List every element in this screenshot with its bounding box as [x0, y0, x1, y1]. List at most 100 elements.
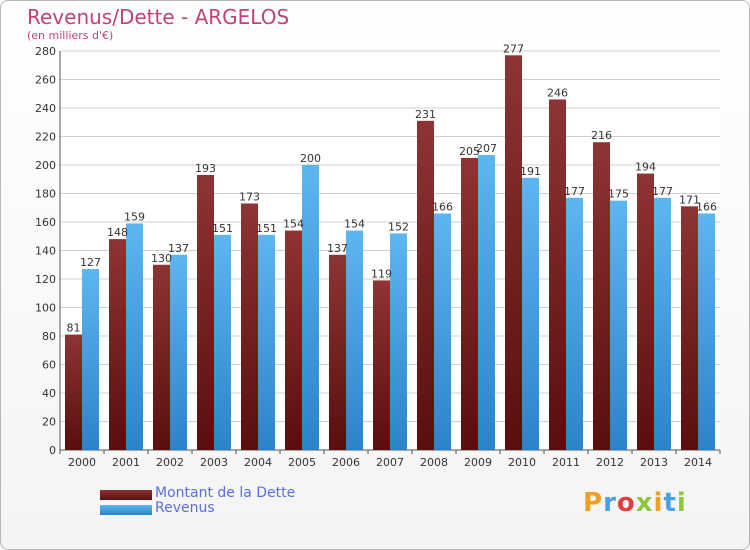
bar-debt [417, 120, 434, 450]
y-tick-label: 220 [35, 131, 56, 144]
x-tick-label: 2007 [376, 456, 404, 469]
data-label: 166 [432, 200, 453, 213]
legend-swatch-revenue [100, 505, 152, 515]
bar-debt [241, 203, 258, 450]
bar-revenue [522, 177, 539, 450]
bar-debt [637, 173, 654, 451]
bar-revenue [258, 234, 275, 450]
data-label: 200 [300, 152, 321, 165]
bar-revenue [610, 200, 627, 450]
y-tick-label: 40 [42, 387, 56, 400]
data-label: 151 [256, 222, 277, 235]
legend-label-debt: Montant de la Dette [155, 485, 296, 501]
legend-swatch-debt [100, 490, 152, 500]
bar-revenue [214, 234, 231, 450]
bar-debt [681, 206, 698, 450]
bars [65, 55, 715, 451]
data-label: 137 [327, 242, 348, 255]
y-tick-label: 240 [35, 102, 56, 115]
data-label: 119 [371, 267, 392, 280]
bar-revenue [698, 213, 715, 450]
data-label: 81 [67, 322, 81, 335]
proxiti-logo: Proxiti [583, 488, 687, 518]
y-tick-label: 60 [42, 359, 56, 372]
bar-debt [197, 174, 214, 450]
bar-debt [65, 334, 82, 450]
data-label: 166 [696, 200, 717, 213]
labels: 0 20 40 60 80 100 120 140 160 180 200 220 240 260 280 2… [35, 42, 717, 469]
y-tick-label: 80 [42, 330, 56, 343]
bar-debt [329, 254, 346, 450]
x-tick-label: 2002 [156, 456, 184, 469]
bar-debt [505, 55, 522, 451]
data-label: 205 [459, 145, 480, 158]
data-label: 231 [415, 108, 436, 121]
data-label: 246 [547, 86, 568, 99]
x-tick-label: 2009 [464, 456, 492, 469]
data-label: 277 [503, 42, 524, 55]
data-label: 193 [195, 162, 216, 175]
chart-title: Revenus/Dette - ARGELOS [27, 5, 290, 29]
bar-revenue [654, 197, 671, 450]
bar-revenue [346, 230, 363, 450]
chart-subtitle: (en milliers d'€) [27, 29, 114, 42]
data-label: 159 [124, 210, 145, 223]
x-tick-label: 2005 [288, 456, 316, 469]
data-label: 175 [608, 188, 629, 201]
y-tick-label: 160 [35, 216, 56, 229]
y-tick-label: 140 [35, 245, 56, 258]
bar-debt [153, 264, 170, 450]
bar-revenue [390, 233, 407, 450]
x-tick-label: 2003 [200, 456, 228, 469]
data-label: 130 [151, 252, 172, 265]
bar-debt [109, 239, 126, 450]
bar-debt [373, 280, 390, 450]
x-tick-label: 2008 [420, 456, 448, 469]
data-label: 154 [283, 218, 304, 231]
x-tick-label: 2004 [244, 456, 272, 469]
x-tick-label: 2001 [112, 456, 140, 469]
bar-debt [461, 157, 478, 450]
y-tick-label: 280 [35, 45, 56, 58]
data-label: 171 [679, 193, 700, 206]
y-tick-label: 100 [35, 302, 56, 315]
bar-debt [549, 99, 566, 450]
data-label: 216 [591, 129, 612, 142]
bar-debt [593, 142, 610, 450]
y-tick-label: 260 [35, 74, 56, 87]
y-tick-label: 200 [35, 159, 56, 172]
data-label: 137 [168, 242, 189, 255]
bar-revenue [434, 213, 451, 450]
data-label: 177 [564, 185, 585, 198]
x-tick-label: 2013 [640, 456, 668, 469]
y-tick-label: 180 [35, 188, 56, 201]
data-label: 152 [388, 220, 409, 233]
bar-revenue [478, 155, 495, 450]
data-label: 151 [212, 222, 233, 235]
data-label: 194 [635, 161, 656, 174]
data-label: 177 [652, 185, 673, 198]
x-tick-label: 2014 [684, 456, 712, 469]
x-tick-label: 2000 [68, 456, 96, 469]
x-tick-label: 2012 [596, 456, 624, 469]
bar-revenue [82, 269, 99, 450]
legend-label-revenue: Revenus [155, 500, 215, 516]
x-tick-label: 2010 [508, 456, 536, 469]
bar-revenue [302, 165, 319, 450]
data-label: 148 [107, 226, 128, 239]
data-label: 154 [344, 218, 365, 231]
bar-revenue [566, 197, 583, 450]
bar-debt [285, 230, 302, 450]
x-tick-label: 2011 [552, 456, 580, 469]
y-tick-label: 120 [35, 273, 56, 286]
data-label: 173 [239, 190, 260, 203]
data-label: 127 [80, 256, 101, 269]
data-label: 207 [476, 142, 497, 155]
bar-revenue [170, 254, 187, 450]
y-tick-label: 20 [42, 416, 56, 429]
y-tick-label: 0 [49, 444, 56, 457]
bar-revenue [126, 223, 143, 450]
x-tick-label: 2006 [332, 456, 360, 469]
data-label: 191 [520, 165, 541, 178]
